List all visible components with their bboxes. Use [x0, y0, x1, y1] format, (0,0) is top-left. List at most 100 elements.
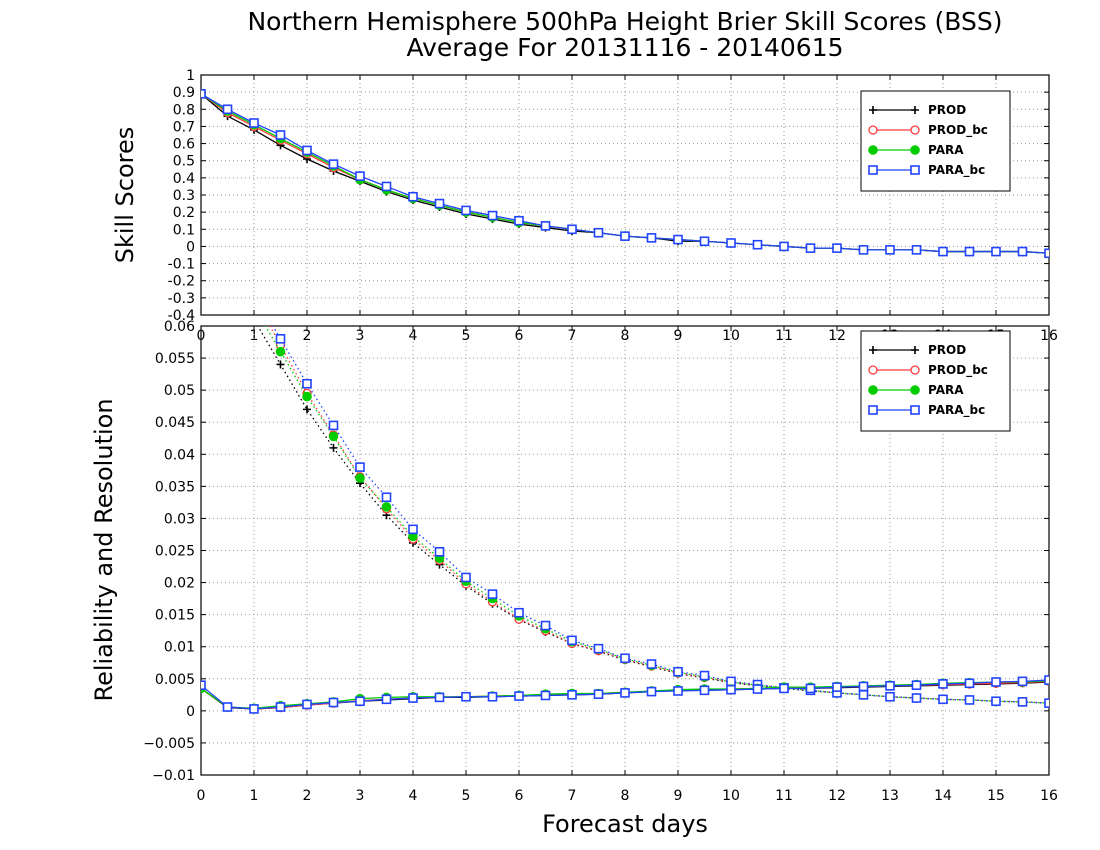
data-point-square	[222, 104, 233, 115]
legend-box	[860, 90, 1011, 192]
data-point-square	[910, 405, 920, 415]
x-tick-label: 12	[828, 788, 846, 804]
legend-label-prod_bc: PROD_bc	[928, 363, 988, 378]
data-point-plus	[329, 443, 338, 452]
data-point-square	[461, 205, 471, 216]
data-point-square	[832, 243, 842, 253]
data-point-square	[434, 692, 445, 703]
legend-label-para: PARA	[928, 383, 964, 397]
x-tick-label: 0	[197, 788, 206, 804]
data-point-square	[1017, 246, 1028, 257]
data-point-square	[646, 659, 657, 669]
data-point-square	[868, 165, 878, 175]
data-point-square	[620, 688, 630, 698]
data-point-dot	[868, 145, 878, 155]
data-point-square	[911, 680, 922, 691]
data-point-circle	[868, 125, 878, 135]
y-axis-label: Reliability and Resolution	[90, 398, 118, 701]
data-point-square	[646, 686, 657, 697]
x-tick-label: 5	[462, 328, 471, 344]
data-point-square	[991, 696, 1001, 707]
data-point-square	[1044, 248, 1049, 259]
data-point-square	[726, 676, 736, 687]
data-point-square	[275, 702, 286, 712]
legend-label-para_bc: PARA_bc	[928, 403, 985, 418]
y-tick-label: 1	[186, 68, 195, 84]
data-point-square	[355, 171, 365, 181]
x-tick-label: 14	[934, 788, 952, 804]
y-tick-label: 0.04	[164, 447, 195, 463]
data-point-square	[964, 246, 975, 257]
legend-box	[860, 330, 1011, 432]
chart-title: Northern Hemisphere 500hPa Height Brier …	[247, 7, 1002, 36]
data-point-square	[673, 234, 683, 245]
data-point-square	[408, 524, 418, 535]
data-point-square	[302, 378, 312, 389]
x-tick-label: 10	[722, 788, 740, 804]
data-point-square	[868, 405, 878, 415]
data-point-square	[222, 702, 233, 712]
data-point-square	[673, 666, 683, 677]
reliability-resolution-panel: −0.01 −0.005 0 0.005 0.01 0.015 0.02 0.025 0.03 0…	[90, 319, 1058, 838]
data-point-square	[487, 691, 498, 702]
data-point-square	[328, 420, 339, 431]
data-point-plus	[303, 405, 311, 414]
y-tick-label: 0.3	[173, 188, 195, 204]
data-point-square	[673, 686, 683, 696]
data-point-square	[885, 681, 895, 691]
data-point-square	[461, 691, 471, 702]
data-point-square	[201, 89, 206, 99]
data-point-square	[1017, 676, 1028, 687]
data-point-dot	[910, 145, 920, 155]
data-point-plus	[911, 106, 919, 114]
y-tick-label: 0.05	[164, 383, 195, 399]
data-point-square	[938, 679, 948, 689]
data-point-square	[275, 130, 286, 140]
legend-label-prod_bc: PROD_bc	[928, 123, 988, 138]
x-tick-label: 1	[250, 788, 259, 804]
x-tick-label: 13	[881, 788, 899, 804]
data-point-dot	[275, 346, 286, 357]
data-point-square	[514, 215, 524, 226]
data-point-dot	[910, 385, 920, 395]
data-point-square	[461, 572, 471, 583]
x-tick-label: 4	[409, 328, 418, 344]
data-point-square	[1044, 675, 1049, 685]
y-tick-label: 0.1	[173, 222, 195, 238]
y-tick-label: 0.025	[155, 544, 195, 560]
data-point-square	[593, 643, 604, 654]
data-point-square	[752, 239, 763, 250]
y-tick-label: −0.005	[143, 736, 195, 752]
y-tick-label: 0.055	[155, 351, 195, 367]
data-point-square	[514, 607, 524, 618]
data-point-square	[514, 691, 524, 701]
data-point-square	[355, 696, 365, 707]
data-point-square	[381, 694, 392, 705]
data-point-square	[699, 685, 710, 696]
data-point-dot	[328, 431, 339, 442]
x-tick-label: 11	[775, 788, 793, 804]
x-tick-label: 10	[722, 328, 740, 344]
x-tick-label: 11	[775, 328, 793, 344]
y-tick-label: 0.03	[164, 511, 195, 527]
data-point-square	[302, 145, 312, 156]
data-point-square	[1017, 697, 1028, 707]
data-point-square	[938, 694, 948, 705]
data-point-square	[805, 683, 816, 694]
data-point-square	[911, 693, 922, 703]
data-point-square	[1044, 698, 1049, 708]
data-point-square	[910, 165, 920, 175]
data-point-square	[567, 224, 577, 235]
data-point-square	[408, 693, 418, 703]
chart-subtitle: Average For 20131116 - 20140615	[406, 33, 843, 62]
data-point-square	[434, 546, 445, 557]
x-tick-label: 1	[250, 328, 259, 344]
data-point-square	[355, 462, 365, 472]
data-point-square	[726, 238, 736, 248]
data-point-square	[805, 243, 816, 253]
y-tick-label: 0	[186, 239, 195, 255]
data-point-square	[699, 670, 710, 681]
y-axis-label: Skill Scores	[111, 127, 139, 264]
data-point-square	[885, 691, 895, 702]
data-point-square	[328, 697, 339, 708]
